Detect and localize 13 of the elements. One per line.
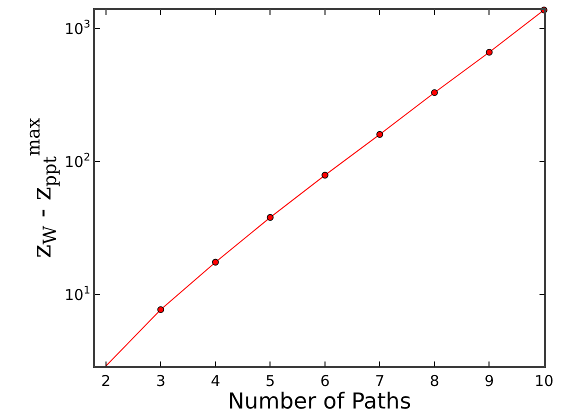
x-tick-label: 8	[430, 372, 440, 390]
y-tick-label: 10$^{3}$	[64, 18, 90, 38]
x-tick-label: 4	[210, 372, 220, 390]
x-tick-label: 5	[265, 372, 275, 390]
x-tick-label: 6	[320, 372, 330, 390]
x-tick-label: 9	[484, 372, 494, 390]
x-tick-label: 7	[374, 372, 385, 390]
x-tick-label: 3	[156, 372, 166, 390]
x-axis-title: Number of Paths	[228, 390, 412, 415]
x-tick-label: 10	[534, 372, 554, 390]
x-tick-label: 2	[101, 372, 111, 390]
y-tick-label: 10$^{2}$	[64, 152, 90, 171]
y-tick-label: 10$^{1}$	[64, 284, 90, 304]
